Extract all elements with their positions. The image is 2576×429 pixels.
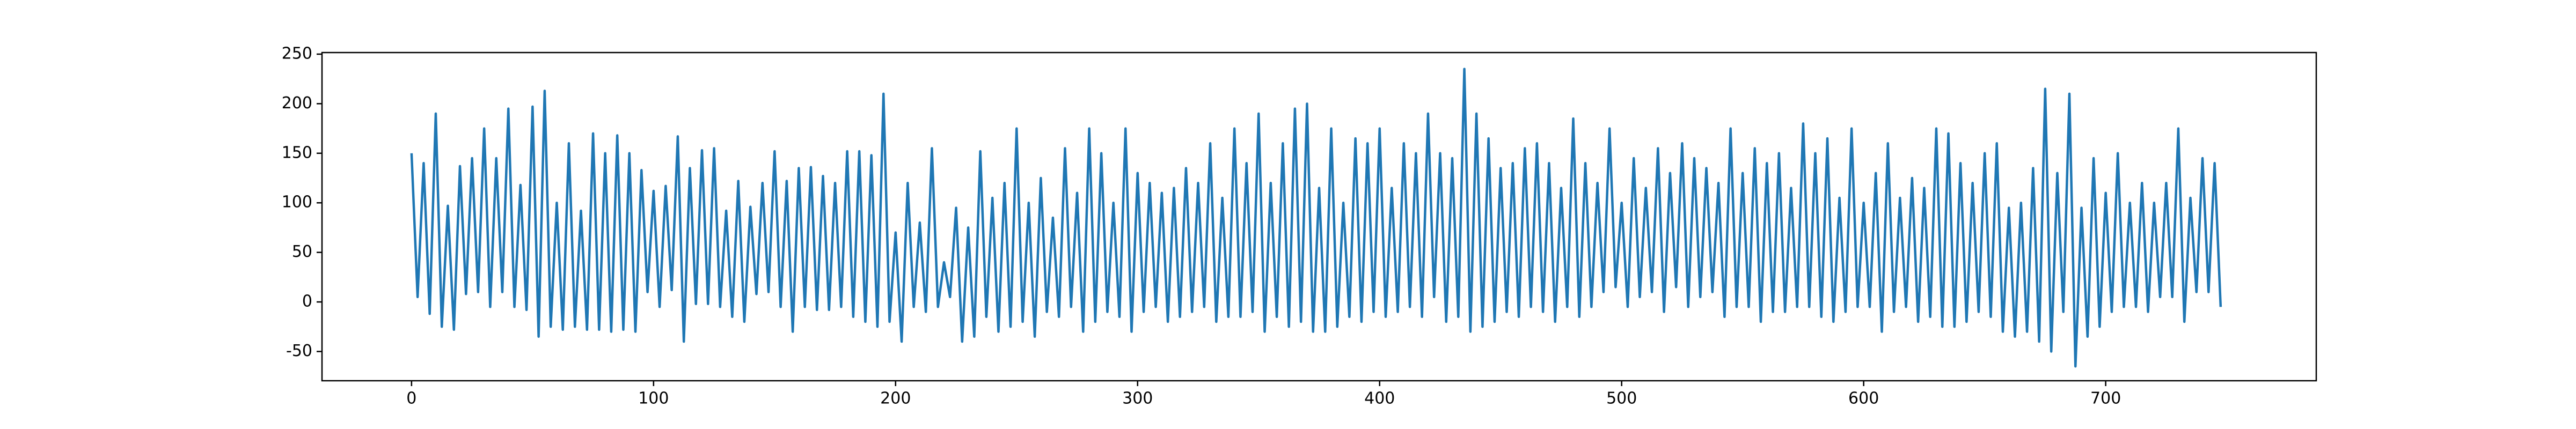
y-tick-label: 150 [282,143,312,162]
y-tick-label: 200 [282,94,312,113]
y-tick-label: 0 [302,292,312,311]
x-tick-label: 500 [1606,389,1637,408]
plot-frame [321,51,2317,382]
y-tick-label: 50 [292,242,312,261]
x-tick-label: 200 [880,389,911,408]
x-tick-label: 0 [406,389,416,408]
y-tick-label: 100 [282,193,312,212]
x-tick-label: 700 [2090,389,2121,408]
x-tick-label: 400 [1364,389,1395,408]
x-tick-label: 600 [1848,389,1879,408]
x-tick-label: 100 [638,389,669,408]
data-line [410,68,2222,368]
y-tick-label: -50 [286,342,312,360]
x-tick-label: 300 [1122,389,1153,408]
y-tick-label: 250 [282,44,312,63]
